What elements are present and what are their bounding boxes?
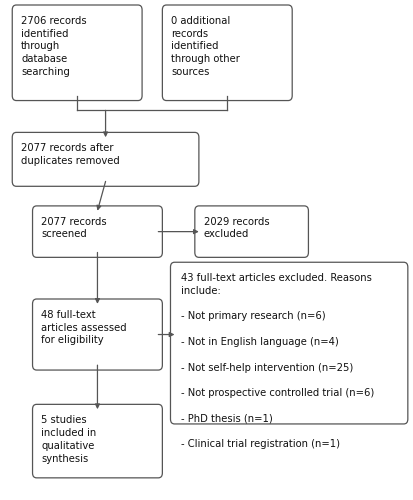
FancyBboxPatch shape [162, 5, 292, 100]
FancyBboxPatch shape [195, 206, 308, 258]
FancyBboxPatch shape [33, 299, 162, 370]
Text: 2077 records
screened: 2077 records screened [41, 216, 107, 240]
Text: 43 full-text articles excluded. Reasons
include:

- Not primary research (n=6)

: 43 full-text articles excluded. Reasons … [180, 273, 373, 450]
FancyBboxPatch shape [170, 262, 407, 424]
FancyBboxPatch shape [33, 404, 162, 478]
Text: 2029 records
excluded: 2029 records excluded [203, 216, 269, 240]
FancyBboxPatch shape [33, 206, 162, 258]
FancyBboxPatch shape [12, 5, 142, 100]
Text: 0 additional
records
identified
through other
sources: 0 additional records identified through … [171, 16, 240, 77]
Text: 2077 records after
duplicates removed: 2077 records after duplicates removed [21, 143, 120, 166]
Text: 2706 records
identified
through
database
searching: 2706 records identified through database… [21, 16, 87, 77]
FancyBboxPatch shape [12, 132, 198, 186]
Text: 48 full-text
articles assessed
for eligibility: 48 full-text articles assessed for eligi… [41, 310, 127, 346]
Text: 5 studies
included in
qualitative
synthesis: 5 studies included in qualitative synthe… [41, 415, 97, 464]
